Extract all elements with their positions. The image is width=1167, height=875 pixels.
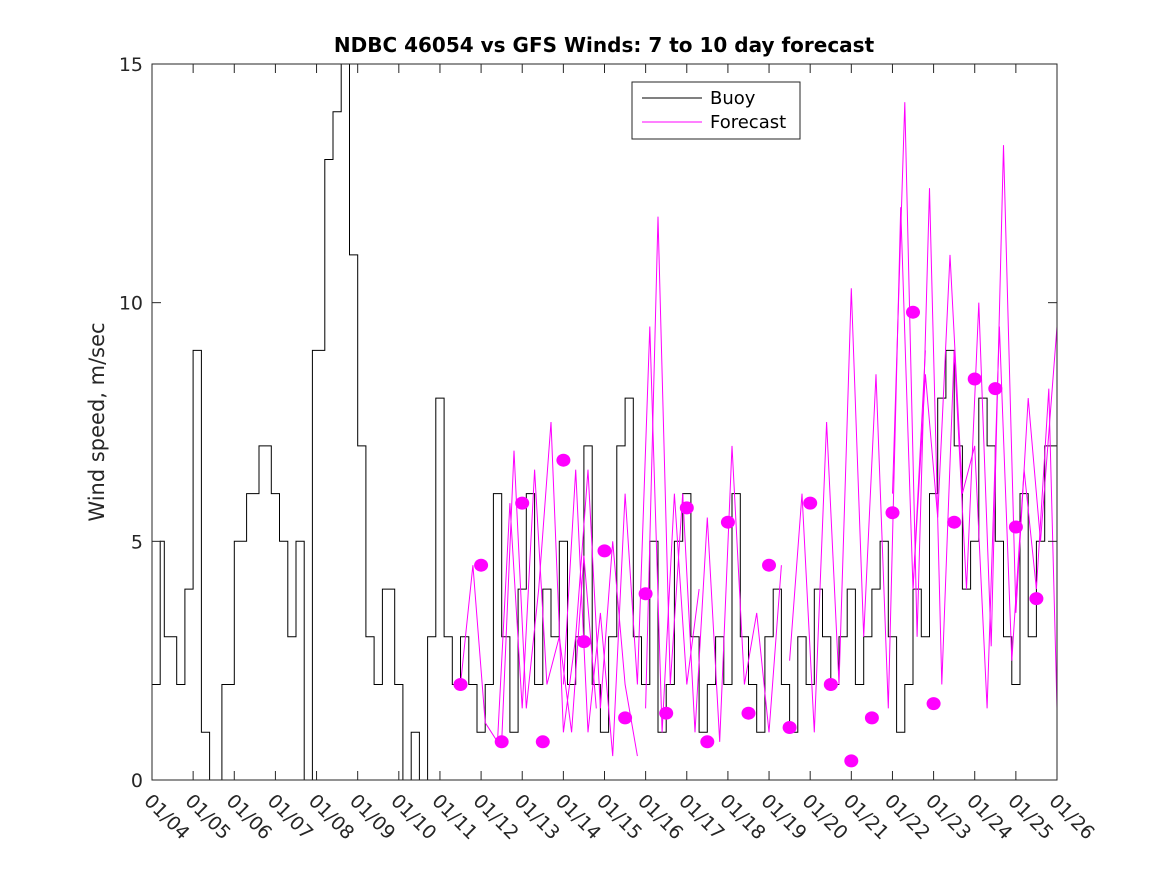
x-tick-label: 01/24 [962,790,1016,844]
forecast-dot [597,544,612,558]
x-tick-label: 01/23 [921,790,975,844]
forecast-dot [1008,520,1023,534]
y-tick-label: 0 [131,770,143,792]
x-tick-label: 01/09 [345,790,399,844]
forecast-dot [576,635,591,649]
forecast-dot [720,515,735,529]
x-tick-label: 01/04 [139,790,193,844]
forecast-dot [474,558,489,572]
forecast-dot [864,711,879,725]
x-tick-label: 01/11 [427,790,481,844]
forecast-dot [762,558,776,572]
forecast-dot [453,678,468,691]
forecast-dot [638,587,653,601]
buoy-series-line [152,63,1058,781]
x-tick-label: 01/13 [510,790,564,844]
forecast-dot [1029,592,1044,606]
ticks-layer [151,63,1058,781]
forecast-dot [926,697,941,711]
x-tick-label: 01/15 [592,790,646,844]
legend-buoy-label: Buoy [710,88,756,109]
x-tick-label: 01/26 [1044,790,1098,844]
forecast-dot [988,382,1003,396]
forecast-dot [700,735,715,749]
forecast-dot [679,501,694,515]
legend-box [631,81,801,140]
forecast-dots-layer [453,305,1044,768]
forecast-dot [947,515,962,529]
x-tick-label: 01/08 [304,790,358,844]
forecast-dot [659,706,674,720]
forecast-dot [885,506,900,520]
series-layer [152,63,1058,781]
forecast-dot [844,754,859,768]
chart-title: NDBC 46054 vs GFS Winds: 7 to 10 day for… [334,33,875,57]
y-tick-label: 5 [131,531,143,553]
forecast-series-line-1 [460,469,597,744]
forecast-dot [515,496,530,510]
forecast-series-line-6 [892,102,1058,685]
forecast-dot [782,721,797,734]
forecast-dot [823,678,838,691]
x-tick-label: 01/17 [674,790,728,844]
forecast-series-line-2 [501,421,638,757]
forecast-series-line-5 [789,207,926,733]
x-tick-label: 01/21 [839,790,893,844]
x-tick-label: 01/07 [263,790,317,844]
forecast-dot [618,711,633,725]
x-tick-label: 01/10 [386,790,440,844]
forecast-dot [556,453,571,467]
y-tick-labels: 0 5 10 15 [119,54,143,792]
forecast-series-line-3 [562,326,700,757]
x-tick-label: 01/16 [633,790,687,844]
y-axis-label: Wind speed, m/sec [85,322,109,521]
legend-forecast-label: Forecast [710,112,786,133]
x-tick-label: 01/05 [181,790,235,844]
forecast-dot [535,735,550,749]
forecast-dot [494,735,509,749]
forecast-series-line-7 [912,254,1058,709]
x-tick-label: 01/18 [715,790,769,844]
x-tick-label: 01/20 [798,790,852,844]
x-tick-label: 01/06 [222,790,276,844]
legend: Buoy Forecast [631,81,801,140]
x-tick-label: 01/22 [880,790,934,844]
x-tick-label: 01/12 [469,790,523,844]
forecast-dot [967,372,982,386]
y-tick-label: 10 [119,293,143,315]
x-tick-label: 01/25 [1003,790,1057,844]
x-tick-label: 01/19 [757,790,811,844]
forecast-dot [741,706,756,720]
forecast-dot [906,305,920,319]
forecast-dot [803,496,818,510]
y-tick-label: 15 [119,54,143,76]
forecast-series-line-4 [645,216,782,742]
x-tick-label: 01/14 [551,790,605,844]
x-tick-labels: 01/0401/0501/0601/0701/0801/0901/1001/11… [139,790,1098,844]
